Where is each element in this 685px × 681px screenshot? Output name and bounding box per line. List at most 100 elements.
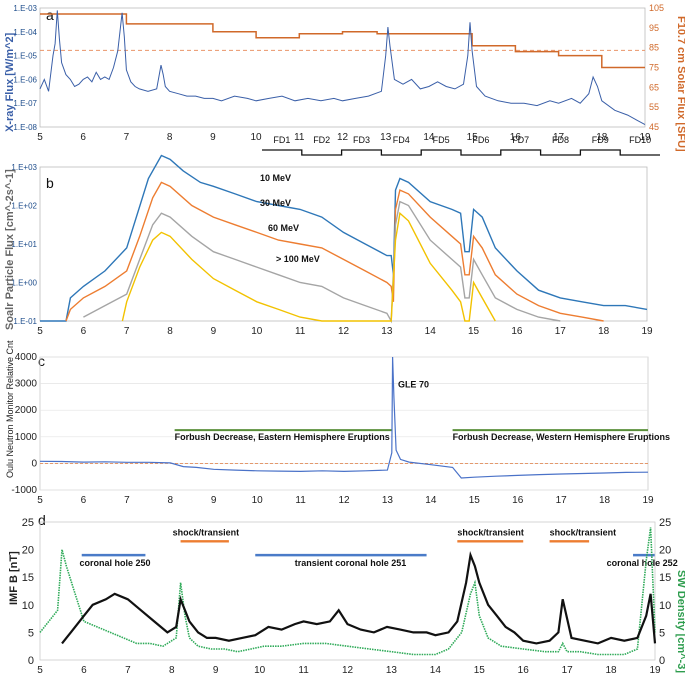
panel-a-y2-tick-label: 105 — [649, 3, 664, 13]
panel-d-y-tick-label: 10 — [22, 600, 34, 612]
x-tick-label: 11 — [294, 132, 305, 143]
panel-a-f107-line — [40, 13, 645, 69]
x-tick-label: 7 — [124, 495, 130, 506]
forbush-period-label: FD10 — [629, 135, 651, 145]
panel-d-y-tick-label: 5 — [28, 627, 34, 639]
panel-d-annotation: coronal hole 250 — [80, 558, 151, 568]
panel-b-y-tick-label: 1.E-01 — [13, 317, 37, 326]
x-tick-label: 14 — [425, 326, 437, 337]
x-tick-label: 5 — [37, 326, 43, 337]
panel-b-series-line — [83, 200, 561, 324]
x-tick-label: 5 — [37, 132, 43, 143]
x-tick-label: 17 — [553, 132, 565, 143]
panel-b: FD1 FD2 FD3 FD4 FD5 FD6 FD7 FD8 FD9 FD10 b 10 MeV… — [4, 135, 660, 337]
forbush-period-label: FD8 — [552, 135, 569, 145]
panel-c-y-tick-label: 0 — [31, 458, 37, 469]
panel-a-y2-tick-label: 55 — [649, 102, 659, 112]
panel-c-annotation: GLE 70 — [398, 380, 429, 390]
panel-a-y-tick-label: 1.E-08 — [13, 123, 37, 132]
panel-d-frame — [39, 521, 656, 661]
panel-d-imf-line — [61, 550, 657, 645]
x-tick-label: 18 — [606, 665, 618, 676]
panel-c-annotation: Forbush Decrease, Eastern Hemisphere Eru… — [175, 432, 390, 442]
panel-c: c GLE 70 Forbush Decrease, Eastern Hemisp… — [5, 340, 670, 506]
x-tick-label: 11 — [298, 665, 309, 676]
panel-b-y-tick-label: 1.E+03 — [11, 163, 37, 172]
panel-c-frame — [39, 356, 649, 491]
x-tick-label: 8 — [168, 495, 174, 506]
panel-a-y2-tick-label: 85 — [649, 43, 659, 53]
x-tick-label: 6 — [81, 665, 87, 676]
x-tick-label: 9 — [213, 665, 219, 676]
panel-d-y2-tick-label: 5 — [659, 627, 665, 639]
panel-b-series-label: 30 MeV — [260, 198, 291, 208]
panel-b-y-tick-label: 1.E+01 — [11, 240, 37, 249]
panel-a-y2-label: F10.7 cm Solar Flux [SFU] — [675, 16, 685, 152]
x-tick-label: 13 — [382, 495, 394, 506]
x-tick-label: 12 — [338, 495, 350, 506]
panel-b-series-label: 60 MeV — [268, 223, 299, 233]
x-tick-label: 19 — [642, 495, 654, 506]
panel-a-label: a — [46, 7, 54, 23]
panel-d-y2-label: SW Density [cm^-3] — [675, 570, 685, 673]
panel-c-neutron-line — [39, 356, 649, 479]
forbush-period-line — [262, 149, 660, 156]
x-tick-label: 7 — [125, 665, 131, 676]
x-tick-label: 17 — [555, 326, 567, 337]
forbush-period-label: FD5 — [433, 135, 450, 145]
panel-b-series-line — [40, 154, 648, 322]
panel-d-y-label: IMF B [nT] — [8, 551, 20, 605]
panel-a-y-tick-label: 1.E-05 — [13, 52, 37, 61]
panel-b-series-label: > 100 MeV — [276, 254, 320, 264]
x-tick-label: 19 — [641, 326, 653, 337]
panel-d-y2-tick-label: 0 — [659, 655, 665, 667]
panel-c-y-label: Oulu Neutron Monitor Relative Cnt — [5, 340, 15, 478]
panel-d-annotation: shock/transient — [550, 527, 617, 537]
panel-b-series-label: 10 MeV — [260, 173, 291, 183]
panel-d-density-line — [39, 527, 656, 656]
panel-d-y-tick-label: 25 — [22, 517, 34, 529]
x-tick-label: 16 — [512, 495, 524, 506]
panel-d-annotation: shock/transient — [457, 527, 524, 537]
x-tick-label: 8 — [167, 132, 173, 143]
panel-c-y-tick-label: 2000 — [15, 405, 38, 416]
x-tick-label: 6 — [81, 495, 87, 506]
x-tick-label: 9 — [210, 132, 216, 143]
panel-d-annotation: coronal hole 252 — [607, 558, 678, 568]
panel-a-y2-tick-label: 75 — [649, 63, 659, 73]
x-tick-label: 5 — [37, 665, 43, 676]
panel-c-y-tick-label: -1000 — [11, 485, 37, 496]
x-tick-label: 10 — [252, 495, 264, 506]
x-tick-label: 6 — [80, 132, 86, 143]
x-tick-label: 14 — [423, 132, 435, 143]
forbush-period-label: FD9 — [592, 135, 609, 145]
x-tick-label: 15 — [474, 665, 486, 676]
forbush-period-label: FD6 — [472, 135, 489, 145]
panel-d-annotation: transient coronal hole 251 — [295, 558, 407, 568]
x-tick-label: 7 — [124, 326, 130, 337]
x-tick-label: 8 — [167, 326, 173, 337]
x-tick-label: 13 — [381, 326, 393, 337]
panel-d-y2-tick-label: 10 — [659, 600, 671, 612]
panel-d-y2-tick-label: 25 — [659, 517, 671, 529]
x-tick-label: 10 — [254, 665, 266, 676]
x-tick-label: 6 — [81, 326, 87, 337]
panel-b-y-tick-label: 1.E+02 — [11, 202, 37, 211]
x-tick-label: 9 — [211, 326, 217, 337]
x-tick-label: 8 — [169, 665, 175, 676]
x-tick-label: 17 — [556, 495, 568, 506]
panel-a-y-tick-label: 1.E-03 — [13, 4, 37, 13]
x-tick-label: 16 — [518, 665, 530, 676]
forbush-period-label: FD2 — [313, 135, 330, 145]
panel-a-y2-tick-label: 45 — [649, 122, 659, 132]
panel-a-y2-tick-label: 65 — [649, 82, 659, 92]
x-tick-label: 16 — [511, 326, 523, 337]
panel-b-series-line — [121, 211, 496, 322]
x-tick-label: 15 — [467, 132, 479, 143]
x-tick-label: 11 — [295, 326, 306, 337]
x-tick-label: 18 — [598, 326, 610, 337]
panel-c-y-tick-label: 3000 — [15, 379, 38, 390]
panel-c-y-tick-label: 4000 — [15, 352, 38, 363]
panel-a-frame — [39, 7, 646, 128]
x-tick-label: 16 — [510, 132, 522, 143]
